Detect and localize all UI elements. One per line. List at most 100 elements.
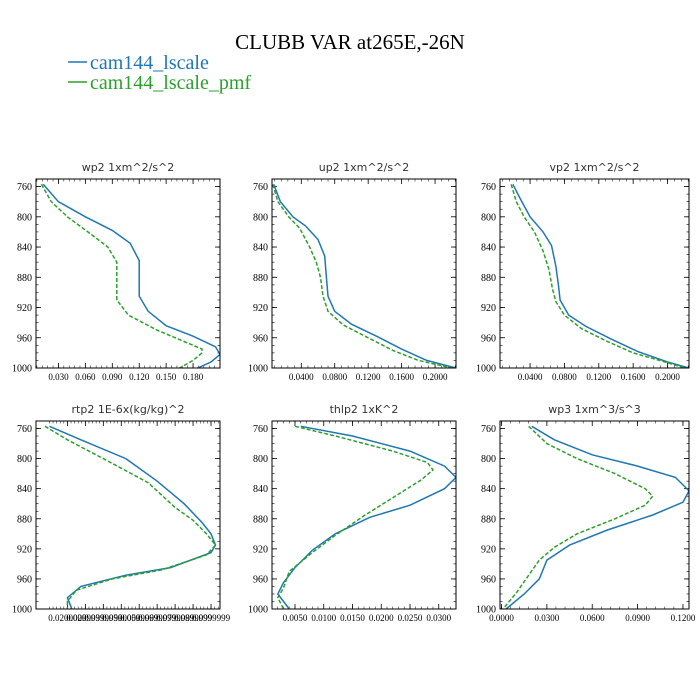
x-tick-label: 0.0050 (283, 613, 308, 623)
y-tick-label: 920 (253, 303, 268, 314)
x-tick-label: 0.0400 (518, 372, 543, 382)
x-tick-label: 0.0799999 (156, 613, 195, 623)
x-tick-label: 0.0300 (426, 613, 451, 623)
legend: cam144_lscale cam144_lscale_pmf (68, 52, 251, 94)
y-tick-label: 1000 (476, 605, 496, 616)
x-tick-label: 0.1600 (389, 372, 414, 382)
y-tick-label: 840 (17, 484, 32, 495)
x-tick-label: 0.0399999 (84, 613, 123, 623)
panel-frame (35, 420, 221, 610)
panel-3: vp2 1xm^2/s^2 760 800 840 880 920 960 1000 0.040… (476, 161, 690, 382)
y-tick-label: 1000 (12, 364, 32, 375)
y-tick-label: 800 (481, 212, 496, 223)
y-tick-label: 840 (481, 484, 496, 495)
panel-frame (499, 420, 690, 610)
y-tick-label: 960 (17, 574, 32, 585)
y-tick-label: 760 (17, 182, 32, 193)
x-tick-label: 0.0800 (322, 372, 347, 382)
x-tick-label: 0.0200 (369, 613, 394, 623)
y-tick-label: 760 (17, 424, 32, 435)
series-line-lscale (505, 425, 689, 609)
x-tick-label: 0.090 (102, 372, 123, 382)
x-tick-label: 0.0600 (580, 613, 605, 623)
x-tick-label: 0.150 (156, 372, 177, 382)
x-tick-label: 0.0250 (398, 613, 423, 623)
y-tick-label: 920 (481, 303, 496, 314)
series-line-lscale-pmf (502, 425, 654, 609)
y-tick-label: 880 (253, 273, 268, 284)
y-tick-label: 880 (17, 514, 32, 525)
panel-frame (35, 178, 221, 369)
panel-4: rtp2 1E-6x(kg/kg)^2 760 800 840 880 920 960 100… (12, 403, 231, 623)
series-line-lscale-pmf (276, 425, 435, 609)
y-tick-label: 880 (253, 514, 268, 525)
panel-title: up2 1xm^2/s^2 (319, 161, 410, 174)
x-tick-label: 0.0800 (552, 372, 577, 382)
panel-frame (271, 420, 457, 610)
x-tick-label: 0.0200000 (48, 613, 87, 623)
x-tick-label: 0.0500000 (102, 613, 141, 623)
panel-frame (499, 178, 690, 369)
series-line-lscale (42, 183, 220, 368)
panel-title: rtp2 1E-6x(kg/kg)^2 (72, 403, 185, 416)
figure-title: CLUBB VAR at265E,-26N (235, 30, 465, 54)
y-tick-label: 920 (481, 544, 496, 555)
x-tick-label: 0.0150 (340, 613, 365, 623)
series-line-lscale (49, 425, 217, 609)
x-tick-label: 0.0100 (311, 613, 336, 623)
x-tick-label: 0.1200 (586, 372, 611, 382)
y-tick-label: 920 (17, 303, 32, 314)
panel-title: thlp2 1xK^2 (330, 403, 399, 416)
y-tick-label: 800 (481, 454, 496, 465)
y-tick-label: 920 (17, 544, 32, 555)
y-tick-label: 800 (253, 212, 268, 223)
panel-title: wp2 1xm^2/s^2 (82, 161, 175, 174)
y-tick-label: 840 (253, 243, 268, 254)
y-tick-label: 840 (481, 243, 496, 254)
x-tick-label: 0.120 (129, 372, 150, 382)
y-tick-label: 840 (17, 243, 32, 254)
y-tick-label: 760 (253, 182, 268, 193)
x-tick-label: 0.0599999 (120, 613, 159, 623)
x-tick-label: 0.1200 (356, 372, 381, 382)
x-tick-label: 0.0299999 (66, 613, 105, 623)
x-tick-label: 0.0899999 (174, 613, 213, 623)
x-tick-label: 0.2000 (423, 372, 448, 382)
y-tick-label: 960 (253, 574, 268, 585)
panel-1: wp2 1xm^2/s^2 760 800 840 880 920 960 1000 0.030… (12, 161, 221, 382)
x-tick-label: 0.0400 (289, 372, 314, 382)
panel-title: wp3 1xm^3/s^3 (548, 403, 641, 416)
series-line-lscale (512, 183, 689, 368)
y-tick-label: 880 (481, 514, 496, 525)
y-tick-label: 880 (17, 273, 32, 284)
panel-6: wp3 1xm^3/s^3 760 800 840 880 920 960 10000.000… (476, 403, 696, 623)
panel-frame (271, 178, 457, 369)
y-tick-label: 760 (481, 424, 496, 435)
y-tick-label: 960 (253, 333, 268, 344)
y-tick-label: 1000 (12, 605, 32, 616)
panels: wp2 1xm^2/s^2 760 800 840 880 920 960 1000 0.030… (12, 161, 696, 623)
y-tick-label: 800 (17, 454, 32, 465)
series-line-lscale (273, 184, 456, 368)
x-tick-label: 0.0699999 (138, 613, 177, 623)
series-line-lscale (276, 425, 456, 609)
x-tick-label: 0.060 (75, 372, 96, 382)
x-tick-label: 0.1200 (671, 613, 696, 623)
y-tick-label: 760 (253, 424, 268, 435)
x-tick-label: 0.030 (48, 372, 69, 382)
y-tick-label: 840 (253, 484, 268, 495)
panel-title: vp2 1xm^2/s^2 (549, 161, 639, 174)
x-tick-label: 0.180 (183, 372, 204, 382)
legend-label-lscale-pmf: cam144_lscale_pmf (90, 72, 251, 94)
y-tick-label: 1000 (476, 364, 496, 375)
y-tick-label: 760 (481, 182, 496, 193)
x-tick-label: 0.0000 (489, 613, 514, 623)
x-tick-label: 0.1600 (621, 372, 646, 382)
y-tick-label: 880 (481, 273, 496, 284)
y-tick-label: 960 (481, 333, 496, 344)
legend-label-lscale: cam144_lscale (90, 52, 209, 74)
x-tick-label: 0.2000 (655, 372, 680, 382)
series-line-lscale-pmf (510, 184, 685, 368)
